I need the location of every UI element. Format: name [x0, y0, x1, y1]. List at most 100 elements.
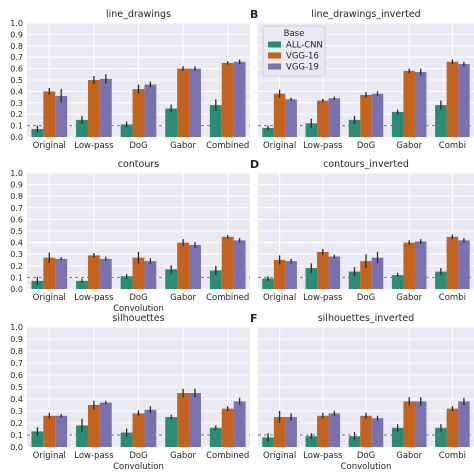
y-tick-label: 0.9 [10, 181, 23, 190]
bar [76, 425, 88, 447]
y-tick-label: 0.3 [10, 250, 23, 259]
bar [144, 409, 157, 447]
bar [233, 61, 246, 138]
bar [120, 276, 133, 289]
bar [99, 258, 112, 289]
bar [165, 108, 178, 137]
bar [43, 257, 56, 289]
y-tick-label: 0.8 [10, 192, 23, 201]
bar [132, 257, 145, 289]
bar [285, 261, 297, 289]
bar [189, 244, 201, 289]
x-tick-label: Original [263, 293, 296, 303]
y-tick-label: 0.2 [10, 419, 23, 428]
bar [55, 258, 68, 289]
panel-title: silhouettes [112, 313, 164, 324]
y-tick-label: 0.7 [10, 359, 23, 368]
x-tick-label: Gabor [396, 293, 422, 303]
bar [144, 261, 157, 289]
bar [273, 417, 286, 447]
y-tick-label: 0.2 [10, 262, 23, 271]
panel-letter: D [250, 158, 259, 171]
bar [209, 105, 222, 137]
panel-title: line_drawings_inverted [311, 9, 420, 20]
bar [132, 89, 145, 137]
bar [403, 70, 415, 137]
bar [273, 93, 286, 137]
bar [262, 278, 274, 289]
x-tick-label: Original [33, 293, 66, 303]
x-tick-label: Combined [206, 451, 249, 461]
bar [262, 127, 274, 137]
x-tick-label: Original [263, 141, 296, 151]
x-tick-label: Combi [439, 141, 466, 151]
bar [209, 427, 222, 447]
x-tick-label: Gabor [396, 141, 422, 151]
y-tick-label: 1.0 [10, 169, 23, 178]
legend-swatch [268, 41, 281, 48]
bar [458, 64, 470, 137]
x-tick-label: Low-pass [74, 451, 114, 461]
bar [328, 98, 341, 137]
bar [348, 271, 361, 289]
bar [305, 123, 318, 137]
bar [317, 251, 329, 289]
x-tick-label: DoG [357, 451, 375, 461]
bar [144, 84, 157, 137]
x-tick-label: DoG [357, 141, 375, 151]
x-tick-label: Combi [439, 293, 466, 303]
legend-entry: VGG-19 [286, 63, 319, 73]
bar [120, 124, 133, 137]
y-tick-label: 0.1 [10, 122, 23, 131]
bar [221, 236, 234, 289]
bar [435, 271, 447, 289]
x-tick-label: Combi [439, 451, 466, 461]
bar [177, 242, 190, 289]
bar [233, 401, 246, 447]
y-tick-label: 0.4 [10, 87, 23, 96]
y-tick-label: 0.3 [10, 99, 23, 108]
bar [87, 255, 100, 289]
x-tick-label: Low-pass [303, 451, 343, 461]
x-tick-label: Gabor [170, 293, 196, 303]
bar [55, 415, 68, 447]
bar [305, 436, 318, 447]
x-tick-label: Low-pass [303, 141, 343, 151]
panel-title: contours [118, 159, 160, 170]
bar [414, 241, 427, 289]
x-tick-label: Original [33, 451, 66, 461]
y-tick-label: 0.0 [10, 133, 23, 142]
panel-title: silhouettes_inverted [318, 313, 415, 324]
bar [87, 405, 100, 447]
bar [221, 408, 234, 447]
bar [165, 269, 178, 289]
y-tick-label: 0.5 [10, 76, 23, 85]
y-tick-label: 0.3 [10, 407, 23, 416]
y-tick-label: 1.0 [10, 19, 23, 28]
x-tick-label: Combined [206, 141, 249, 151]
x-axis-label: Convolution [341, 462, 392, 472]
y-tick-label: 1.0 [10, 323, 23, 332]
bar [414, 401, 427, 447]
bar [76, 119, 88, 137]
x-axis-label: Convolution [113, 462, 164, 472]
bar [360, 415, 372, 447]
bar [177, 393, 190, 447]
bar [348, 436, 361, 447]
bar [285, 417, 297, 447]
x-tick-label: DoG [357, 293, 375, 303]
bar [233, 240, 246, 289]
bar [458, 401, 470, 447]
bar [446, 408, 459, 447]
bar [132, 413, 145, 447]
y-tick-label: 0.6 [10, 371, 23, 380]
panel-letter: B [250, 8, 258, 21]
legend-swatch [268, 63, 281, 70]
y-tick-label: 0.8 [10, 347, 23, 356]
bar [403, 242, 415, 289]
x-axis-label: Convolution [113, 304, 164, 314]
x-tick-label: Gabor [396, 451, 422, 461]
bar [446, 236, 459, 289]
x-tick-label: DoG [129, 141, 147, 151]
